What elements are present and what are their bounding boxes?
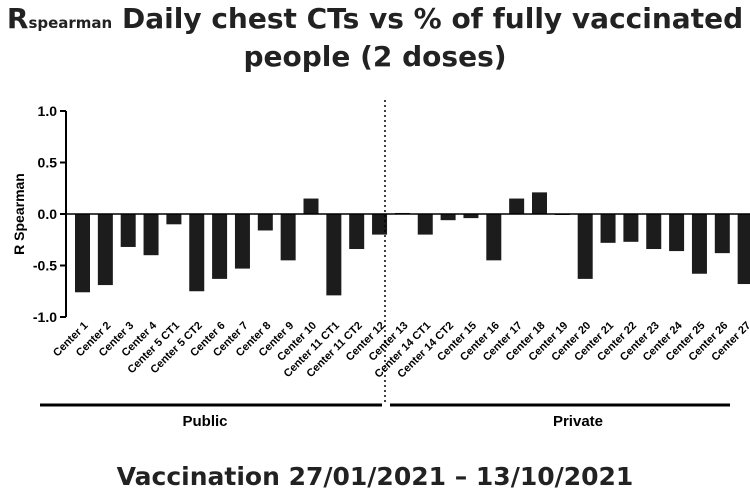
- y-axis-label: R Spearman: [11, 173, 27, 255]
- bar: [303, 198, 319, 214]
- bar: [417, 214, 433, 235]
- bar: [691, 214, 707, 274]
- chart-title-line-2: people (2 doses): [243, 40, 507, 73]
- bar: [532, 192, 547, 214]
- bar: [97, 214, 113, 286]
- bar: [189, 214, 205, 292]
- bar: [623, 214, 639, 242]
- bar: [646, 214, 662, 250]
- bar: [257, 214, 273, 231]
- bar: [234, 214, 250, 269]
- bar: [440, 214, 456, 221]
- bar: [600, 214, 616, 243]
- y-tick-label: 0.0: [38, 206, 58, 222]
- bar: [326, 214, 342, 296]
- bar: [75, 214, 90, 293]
- bar: [577, 214, 593, 279]
- vaccination-period-caption: Vaccination 27/01/2021 – 13/10/2021: [116, 462, 634, 491]
- y-tick-label: -0.5: [33, 258, 57, 274]
- bar: [372, 214, 388, 235]
- bar: [714, 214, 730, 254]
- bar: [349, 214, 365, 250]
- bar: [212, 214, 228, 279]
- bar: [486, 214, 502, 261]
- y-tick-label: 1.0: [38, 103, 58, 119]
- bar: [166, 214, 182, 225]
- bar: [737, 214, 750, 285]
- group-label: Public: [182, 413, 227, 430]
- group-label: Private: [553, 413, 603, 430]
- bar: [120, 214, 136, 247]
- bar: [463, 214, 479, 219]
- y-tick-label: -1.0: [33, 309, 57, 325]
- bar: [280, 214, 296, 261]
- y-tick-label: 0.5: [38, 155, 58, 171]
- bar: [143, 214, 159, 256]
- bar: [509, 198, 525, 214]
- chart-title-line-1: Rspearman Daily chest CTs vs % of fully …: [6, 2, 744, 35]
- bar: [669, 214, 685, 252]
